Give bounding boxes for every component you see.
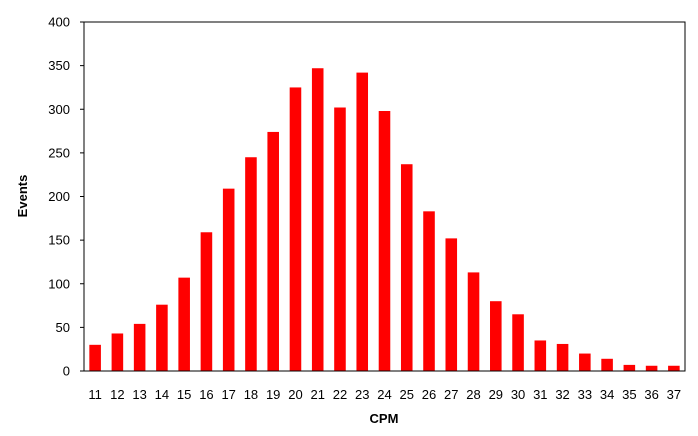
- bar-24: [378, 111, 391, 371]
- x-tick-label: 24: [377, 387, 391, 402]
- x-tick-label: 25: [400, 387, 414, 402]
- y-tick-label: 400: [48, 15, 70, 30]
- bars-layer: [89, 68, 680, 372]
- x-tick-label: 21: [310, 387, 324, 402]
- x-tick-label: 17: [221, 387, 235, 402]
- bar-27: [445, 238, 458, 371]
- bar-28: [467, 272, 480, 371]
- bar-26: [423, 211, 435, 371]
- bar-11: [89, 344, 101, 371]
- x-tick-label: 26: [422, 387, 436, 402]
- x-tick-label: 32: [555, 387, 569, 402]
- bar-35: [623, 364, 636, 371]
- bar-18: [245, 157, 257, 371]
- x-tick-label: 36: [644, 387, 658, 402]
- y-tick-label: 150: [48, 233, 70, 248]
- x-tick-label: 33: [578, 387, 592, 402]
- bar-32: [556, 343, 569, 371]
- y-tick-label: 0: [63, 364, 70, 379]
- y-tick-label: 350: [48, 58, 70, 73]
- y-axis-title: Events: [15, 175, 30, 218]
- x-tick-label: 18: [244, 387, 258, 402]
- bar-30: [512, 314, 524, 371]
- y-axis-ticks: 0 50 100 150 200 250 300 350 400: [48, 15, 84, 379]
- bar-16: [200, 232, 213, 371]
- y-tick-label: 250: [48, 145, 70, 160]
- bar-33: [579, 353, 591, 371]
- x-tick-label: 19: [266, 387, 280, 402]
- bar-34: [601, 358, 613, 371]
- bar-25: [400, 164, 413, 371]
- x-tick-label: 29: [489, 387, 503, 402]
- x-tick-label: 15: [177, 387, 191, 402]
- bar-23: [356, 72, 369, 372]
- bar-14: [156, 304, 168, 371]
- x-tick-label: 22: [333, 387, 347, 402]
- bar-22: [334, 107, 346, 371]
- x-axis-ticks: 11 12 13 14 15 16 17 18 19 20 21 22 23 24 25 26 27 28 29 30…: [88, 387, 681, 402]
- bar-15: [178, 277, 190, 371]
- bar-36: [645, 365, 658, 371]
- y-tick-label: 200: [48, 189, 70, 204]
- bar-37: [668, 365, 680, 371]
- bar-29: [490, 301, 502, 371]
- bar-19: [267, 131, 279, 371]
- x-tick-label: 37: [667, 387, 681, 402]
- x-axis-title: CPM: [370, 411, 399, 426]
- x-tick-label: 34: [600, 387, 614, 402]
- x-tick-label: 30: [511, 387, 525, 402]
- bar-21: [311, 68, 324, 372]
- bar-12: [111, 333, 124, 371]
- x-tick-label: 35: [622, 387, 636, 402]
- x-tick-label: 16: [199, 387, 213, 402]
- x-tick-label: 31: [533, 387, 547, 402]
- bar-17: [222, 188, 235, 371]
- x-tick-label: 27: [444, 387, 458, 402]
- y-tick-label: 100: [48, 276, 70, 291]
- bar-13: [133, 323, 146, 371]
- x-tick-label: 11: [88, 387, 102, 402]
- y-tick-label: 50: [56, 320, 70, 335]
- x-tick-label: 23: [355, 387, 369, 402]
- x-tick-label: 12: [110, 387, 124, 402]
- y-tick-label: 300: [48, 102, 70, 117]
- bar-31: [534, 340, 547, 371]
- x-tick-label: 28: [466, 387, 480, 402]
- x-tick-label: 14: [155, 387, 169, 402]
- x-tick-label: 20: [288, 387, 302, 402]
- bar-20: [289, 87, 302, 371]
- x-tick-label: 13: [132, 387, 146, 402]
